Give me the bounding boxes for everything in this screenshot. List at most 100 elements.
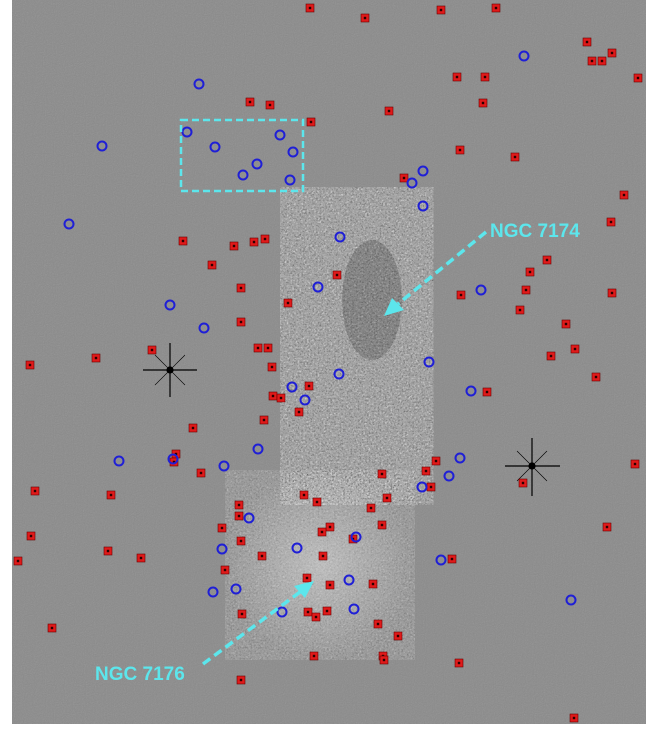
red-square-marker-core xyxy=(429,485,433,489)
red-square-marker-core xyxy=(458,148,462,152)
red-square-marker-core xyxy=(237,503,241,507)
blue-circle-marker xyxy=(237,169,249,181)
red-square-marker-core xyxy=(457,661,461,665)
red-square-marker-core xyxy=(199,471,203,475)
red-square-marker-core xyxy=(306,610,310,614)
red-square-marker-core xyxy=(314,615,318,619)
red-square-marker-core xyxy=(518,308,522,312)
red-square-marker-core xyxy=(308,6,312,10)
red-square-marker-core xyxy=(351,537,355,541)
red-square-marker-core xyxy=(585,40,589,44)
red-square-marker-core xyxy=(139,556,143,560)
blue-circle-marker xyxy=(286,381,298,393)
red-square-marker-core xyxy=(266,346,270,350)
blue-circle-marker xyxy=(284,174,296,186)
blue-circle-marker xyxy=(565,594,577,606)
red-square-marker-core xyxy=(260,554,264,558)
red-square-marker-core xyxy=(33,489,37,493)
red-square-marker-core xyxy=(279,396,283,400)
red-square-marker-core xyxy=(263,237,267,241)
highlight-box xyxy=(179,118,305,193)
red-square-marker-core xyxy=(321,554,325,558)
blue-circle-marker xyxy=(454,452,466,464)
red-square-marker-core xyxy=(636,76,640,80)
red-square-marker-core xyxy=(513,155,517,159)
red-square-marker-core xyxy=(549,354,553,358)
red-square-marker-core xyxy=(483,75,487,79)
red-square-marker-core xyxy=(610,291,614,295)
tidal-tail-residuals xyxy=(280,187,434,505)
red-square-marker-core xyxy=(545,258,549,262)
red-square-marker-core xyxy=(528,270,532,274)
blue-circle-marker xyxy=(465,385,477,397)
blue-circle-marker xyxy=(243,512,255,524)
red-square-marker-core xyxy=(424,469,428,473)
red-square-marker-core xyxy=(305,576,309,580)
blue-circle-marker xyxy=(343,574,355,586)
blue-circle-marker xyxy=(416,481,428,493)
red-square-marker-core xyxy=(237,514,241,518)
blue-circle-marker xyxy=(443,470,455,482)
blue-circle-marker xyxy=(518,50,530,62)
blue-circle-marker xyxy=(164,299,176,311)
red-square-marker-core xyxy=(94,356,98,360)
blue-circle-marker xyxy=(406,177,418,189)
red-square-marker-core xyxy=(481,101,485,105)
blue-circle-marker xyxy=(207,586,219,598)
red-square-marker-core xyxy=(376,622,380,626)
red-square-marker-core xyxy=(307,384,311,388)
blue-circle-marker xyxy=(167,453,179,465)
red-square-marker-core xyxy=(371,582,375,586)
red-square-marker-core xyxy=(335,273,339,277)
blue-circle-marker xyxy=(475,284,487,296)
red-square-marker-core xyxy=(633,462,637,466)
red-square-marker-core xyxy=(302,493,306,497)
red-square-marker-core xyxy=(239,320,243,324)
red-square-marker-core xyxy=(450,557,454,561)
red-square-marker-core xyxy=(363,16,367,20)
red-square-marker-core xyxy=(268,103,272,107)
red-square-marker-core xyxy=(232,244,236,248)
red-square-marker-core xyxy=(109,493,113,497)
red-square-marker-core xyxy=(573,347,577,351)
blue-circle-marker xyxy=(417,200,429,212)
bright-star-left xyxy=(143,343,197,397)
blue-circle-marker xyxy=(63,218,75,230)
blue-circle-marker xyxy=(96,140,108,152)
blue-circle-marker xyxy=(299,394,311,406)
red-square-marker-core xyxy=(382,658,386,662)
blue-circle-marker xyxy=(334,231,346,243)
blue-circle-marker xyxy=(287,146,299,158)
red-square-marker-core xyxy=(309,120,313,124)
red-square-marker-core xyxy=(297,410,301,414)
red-square-marker-core xyxy=(150,348,154,352)
red-square-marker-core xyxy=(223,568,227,572)
red-square-marker-core xyxy=(262,418,266,422)
red-square-marker-core xyxy=(455,75,459,79)
red-square-marker-core xyxy=(600,59,604,63)
blue-circle-marker xyxy=(218,460,230,472)
red-square-marker-core xyxy=(106,549,110,553)
red-square-marker-core xyxy=(380,472,384,476)
red-square-marker-core xyxy=(16,559,20,563)
blue-circle-marker xyxy=(181,126,193,138)
red-square-marker-core xyxy=(594,375,598,379)
red-square-marker-core xyxy=(572,716,576,720)
blue-circle-marker xyxy=(291,542,303,554)
blue-circle-marker xyxy=(417,165,429,177)
arrow-ngc-7174 xyxy=(384,230,488,316)
red-square-marker-core xyxy=(28,363,32,367)
red-square-marker-core xyxy=(434,459,438,463)
red-square-marker-core xyxy=(609,220,613,224)
red-square-marker-core xyxy=(622,193,626,197)
blue-circle-marker xyxy=(348,603,360,615)
red-square-marker-core xyxy=(369,506,373,510)
arrow-ngc-7176 xyxy=(201,581,314,666)
blue-circle-marker xyxy=(216,543,228,555)
ngc-7176-label: NGC 7176 xyxy=(95,664,185,685)
blue-circle-marker xyxy=(312,281,324,293)
red-square-marker-core xyxy=(181,239,185,243)
blue-circle-markers xyxy=(63,50,577,618)
blue-circle-marker xyxy=(350,531,362,543)
blue-circle-marker xyxy=(333,368,345,380)
